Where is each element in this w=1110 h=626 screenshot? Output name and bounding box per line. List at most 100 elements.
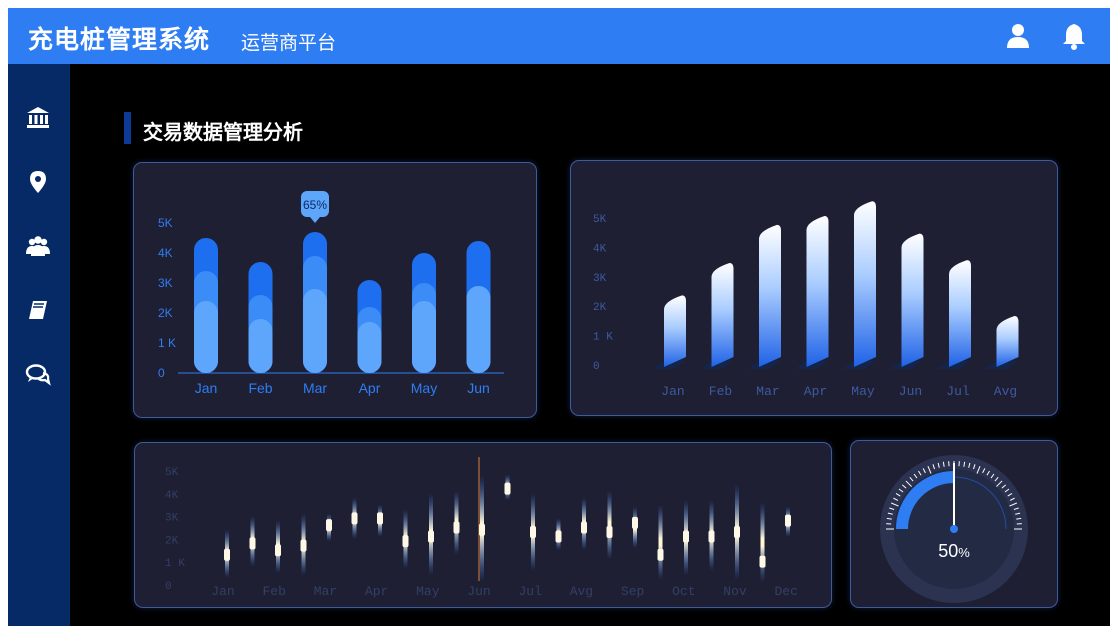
y-tick-label: 3K bbox=[158, 276, 173, 290]
bar[interactable] bbox=[248, 319, 273, 373]
gauge-tick bbox=[1013, 507, 1019, 511]
data-point[interactable] bbox=[453, 521, 460, 534]
bar[interactable] bbox=[949, 260, 971, 367]
bar[interactable] bbox=[412, 301, 436, 373]
y-tick-label: 2K bbox=[593, 302, 607, 314]
gauge-tick bbox=[898, 488, 904, 493]
data-point[interactable] bbox=[377, 512, 383, 525]
y-tick-label: 2K bbox=[158, 306, 173, 320]
gauge bbox=[880, 455, 1028, 603]
gauge-unit: % bbox=[958, 545, 970, 560]
sidebar-item-book[interactable] bbox=[25, 298, 51, 322]
user-icon[interactable] bbox=[1004, 22, 1032, 50]
chart-panel-monthly-bars: 0 1 K 2K 3K 4K 5K Jan Feb Mar Apr May Jun 65% bbox=[133, 162, 537, 418]
data-point[interactable] bbox=[555, 530, 562, 543]
app-subtitle: 运营商平台 bbox=[241, 33, 337, 54]
bar-shadow bbox=[937, 361, 971, 369]
data-point[interactable] bbox=[326, 519, 332, 532]
y-tick-label: 5K bbox=[593, 214, 607, 226]
bar-shadow bbox=[747, 361, 781, 369]
x-tick-label: Oct bbox=[672, 584, 695, 599]
x-tick-label: Feb bbox=[262, 584, 285, 599]
gauge-progress-arc bbox=[896, 471, 955, 530]
data-point[interactable] bbox=[428, 530, 434, 543]
data-point[interactable] bbox=[479, 523, 485, 536]
x-tick-label: Jun bbox=[467, 380, 490, 396]
gauge-value-label: 50% bbox=[851, 541, 1057, 562]
data-point[interactable] bbox=[300, 539, 307, 552]
top-bar: 充电桩管理系统 运营商平台 bbox=[8, 8, 1110, 64]
gauge-tick bbox=[889, 507, 895, 511]
gauge-value: 50 bbox=[938, 541, 959, 561]
data-point[interactable] bbox=[759, 555, 766, 568]
x-tick-label: May bbox=[851, 384, 875, 399]
y-tick-label: 0 bbox=[165, 581, 172, 593]
gauge-tick bbox=[986, 470, 990, 476]
x-tick-label: Mar bbox=[756, 384, 779, 399]
bar[interactable] bbox=[759, 224, 781, 367]
y-tick-label: 0 bbox=[158, 366, 165, 380]
users-icon bbox=[26, 236, 50, 256]
gauge-tick bbox=[972, 464, 976, 470]
bar[interactable] bbox=[996, 315, 1019, 367]
data-point[interactable] bbox=[657, 548, 664, 561]
gauge-tick bbox=[976, 465, 981, 474]
tooltip-pointer bbox=[310, 217, 320, 223]
gauge-tick bbox=[942, 461, 945, 467]
data-point[interactable] bbox=[785, 514, 791, 527]
data-point[interactable] bbox=[224, 548, 230, 561]
bar[interactable] bbox=[806, 216, 829, 367]
gauge-tick bbox=[1004, 488, 1010, 493]
sidebar bbox=[8, 64, 70, 626]
gauge-hub bbox=[950, 525, 958, 533]
book-icon bbox=[29, 301, 47, 319]
gauge-tick bbox=[994, 476, 999, 482]
gauge-tick bbox=[1009, 497, 1015, 501]
data-point[interactable] bbox=[683, 530, 689, 543]
x-tick-label: Dec bbox=[774, 584, 797, 599]
x-tick-label: Avg bbox=[570, 584, 593, 599]
bar[interactable] bbox=[664, 295, 686, 367]
data-point[interactable] bbox=[504, 482, 511, 495]
data-point[interactable] bbox=[351, 512, 358, 525]
x-tick-label: May bbox=[411, 380, 437, 396]
bar[interactable] bbox=[711, 263, 734, 367]
data-point[interactable] bbox=[530, 526, 536, 538]
bar[interactable] bbox=[357, 322, 382, 373]
bar-shadow bbox=[652, 361, 686, 369]
x-tick-label: Mar bbox=[314, 584, 337, 599]
gauge-tick bbox=[968, 462, 971, 468]
sidebar-item-bank[interactable] bbox=[25, 106, 51, 130]
bar[interactable] bbox=[466, 286, 491, 373]
x-tick-label: Jul bbox=[518, 584, 542, 599]
bar[interactable] bbox=[854, 201, 876, 367]
data-point[interactable] bbox=[249, 537, 256, 550]
data-point[interactable] bbox=[734, 526, 740, 538]
x-tick-label: Jun bbox=[899, 384, 922, 399]
x-tick-label: Jan bbox=[211, 584, 234, 599]
data-point[interactable] bbox=[275, 544, 281, 557]
bell-icon[interactable] bbox=[1060, 22, 1088, 50]
x-tick-label: May bbox=[416, 584, 440, 599]
sidebar-item-chat[interactable] bbox=[25, 362, 51, 386]
bar[interactable] bbox=[194, 301, 218, 373]
bar-shadow bbox=[699, 361, 734, 369]
gauge-tick bbox=[1001, 484, 1007, 489]
bar-shadow bbox=[794, 361, 829, 369]
section-title-marker bbox=[124, 112, 131, 144]
sidebar-item-users[interactable] bbox=[25, 234, 51, 258]
gauge-tick bbox=[963, 461, 966, 467]
data-point[interactable] bbox=[606, 526, 613, 538]
bar[interactable] bbox=[303, 289, 327, 373]
data-point[interactable] bbox=[632, 516, 638, 529]
data-point[interactable] bbox=[581, 521, 587, 534]
gauge-tick bbox=[932, 464, 936, 470]
y-tick-label: 4K bbox=[165, 490, 179, 502]
bank-icon bbox=[27, 107, 49, 128]
sidebar-item-location[interactable] bbox=[25, 170, 51, 194]
data-point[interactable] bbox=[708, 530, 715, 543]
bar[interactable] bbox=[901, 233, 924, 367]
data-point[interactable] bbox=[402, 535, 409, 548]
gauge-tick bbox=[937, 462, 940, 468]
